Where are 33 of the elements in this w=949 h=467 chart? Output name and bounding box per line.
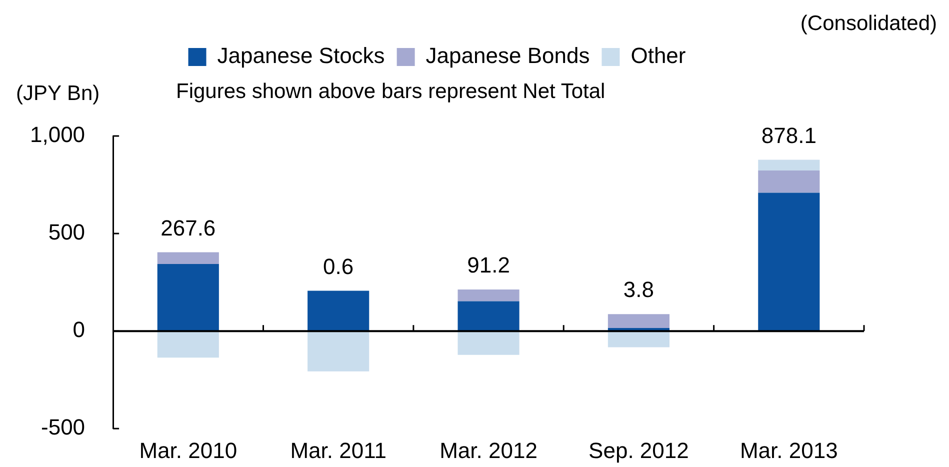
- y-tick-label: 1,000: [30, 122, 86, 148]
- legend-label: Other: [630, 43, 686, 68]
- bar: [157, 264, 219, 332]
- bar: [308, 332, 370, 372]
- bar: [458, 301, 520, 332]
- bar: [608, 314, 670, 328]
- x-tick-label: Mar. 2013: [740, 438, 838, 463]
- x-tick-label: Sep. 2012: [588, 438, 689, 463]
- total-label: 91.2: [467, 252, 510, 278]
- bar: [758, 192, 820, 332]
- y-tick-label: -500: [41, 414, 86, 440]
- total-label: 3.8: [623, 277, 654, 302]
- bar: [758, 160, 820, 171]
- total-label: 267.6: [160, 215, 216, 240]
- y-tick-label: 0: [72, 317, 86, 342]
- bar: [157, 331, 219, 358]
- legend-label: Japanese Stocks: [217, 43, 385, 68]
- text: (Consolidated): [800, 12, 937, 36]
- x-tick-label: Mar. 2010: [139, 438, 238, 463]
- total-label: 0.6: [323, 254, 354, 279]
- bar: [608, 331, 670, 348]
- bar: [157, 252, 219, 264]
- legend-label: Japanese Bonds: [426, 43, 590, 68]
- bar: [758, 170, 820, 193]
- total-label: 878.1: [761, 122, 816, 148]
- x-tick-label: Mar. 2012: [440, 438, 538, 463]
- y-axis-title: (JPY Bn): [16, 82, 100, 106]
- bar: [458, 290, 520, 302]
- text: Figures shown above bars represent Net Total: [176, 80, 606, 104]
- y-tick-label: 500: [48, 220, 86, 245]
- bar: [308, 290, 370, 332]
- x-tick-label: Mar. 2011: [290, 438, 386, 463]
- bar: [458, 331, 520, 355]
